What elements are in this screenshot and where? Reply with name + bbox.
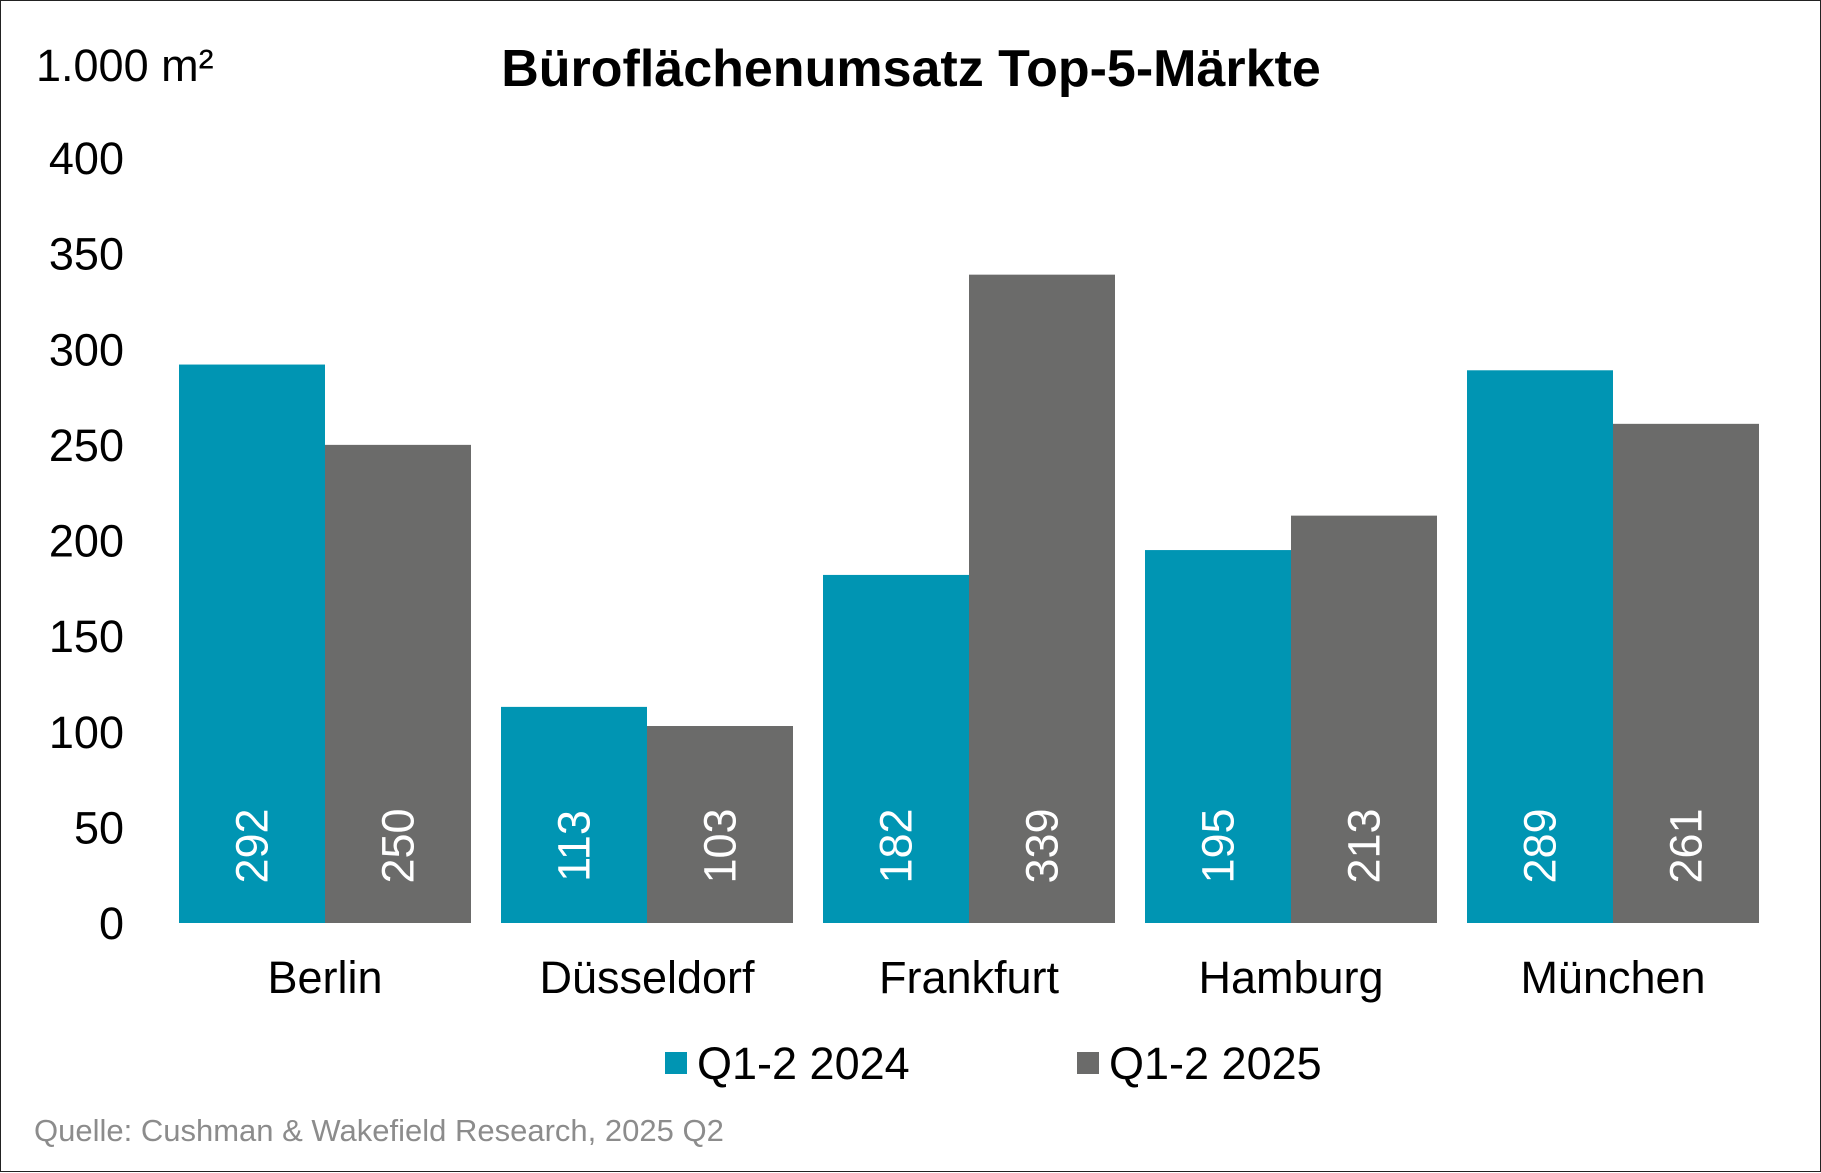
y-tick-label: 200 — [49, 516, 124, 567]
x-category-label: München — [1520, 952, 1705, 1003]
bar-berlin-series-2 — [325, 444, 471, 923]
y-tick-label: 50 — [74, 802, 124, 853]
bar-frankfurt-series-2 — [969, 274, 1115, 924]
bar-d-sseldorf-series-2 — [647, 726, 793, 923]
x-category-label: Berlin — [267, 952, 382, 1003]
bar-value-label: 339 — [1017, 808, 1068, 883]
y-tick-label: 300 — [49, 324, 124, 375]
y-tick-label: 400 — [49, 133, 124, 184]
y-tick-label: 100 — [49, 707, 124, 758]
bar-hamburg-series-1 — [1145, 550, 1291, 923]
legend-swatch — [665, 1052, 687, 1074]
y-tick-label: 350 — [49, 229, 124, 280]
bar-value-label: 195 — [1193, 808, 1244, 883]
bar-value-label: 103 — [695, 808, 746, 883]
bar-value-label: 261 — [1661, 808, 1712, 883]
bar-value-label: 213 — [1339, 808, 1390, 883]
y-tick-label: 0 — [99, 898, 124, 949]
bar-m-nchen-series-1 — [1467, 370, 1613, 924]
bar-value-label: 289 — [1515, 808, 1566, 883]
bar-value-label: 182 — [871, 808, 922, 883]
y-tick-label: 150 — [49, 611, 124, 662]
legend: Q1-2 2024 Q1-2 2025 — [665, 1038, 1322, 1089]
chart-title: Büroflächenumsatz Top-5-Märkte — [501, 40, 1321, 98]
bar-berlin-series-1 — [179, 364, 325, 923]
x-axis: Berlin Düsseldorf Frankfurt Hamburg München — [267, 952, 1705, 1003]
y-tick-label: 250 — [49, 420, 124, 471]
y-axis-unit-label: 1.000 m² — [36, 40, 214, 91]
legend-swatch — [1077, 1052, 1099, 1074]
bar-m-nchen-series-2 — [1613, 423, 1759, 923]
bars-group: 292 250 113 103 182 339 195 213 289 261 — [179, 274, 1759, 924]
source-note: Quelle: Cushman & Wakefield Research, 20… — [34, 1113, 724, 1148]
bar-value-label: 292 — [227, 808, 278, 883]
x-category-label: Düsseldorf — [539, 952, 755, 1003]
bar-value-label: 113 — [549, 810, 600, 882]
bar-d-sseldorf-series-1 — [501, 706, 647, 923]
bar-frankfurt-series-1 — [823, 574, 969, 923]
x-category-label: Frankfurt — [879, 952, 1060, 1003]
legend-label: Q1-2 2024 — [697, 1038, 910, 1089]
legend-label: Q1-2 2025 — [1109, 1038, 1322, 1089]
x-category-label: Hamburg — [1198, 952, 1383, 1003]
y-axis: 0 50 100 150 200 250 300 350 400 — [49, 133, 124, 949]
bar-hamburg-series-2 — [1291, 515, 1437, 923]
bar-value-label: 250 — [373, 808, 424, 883]
